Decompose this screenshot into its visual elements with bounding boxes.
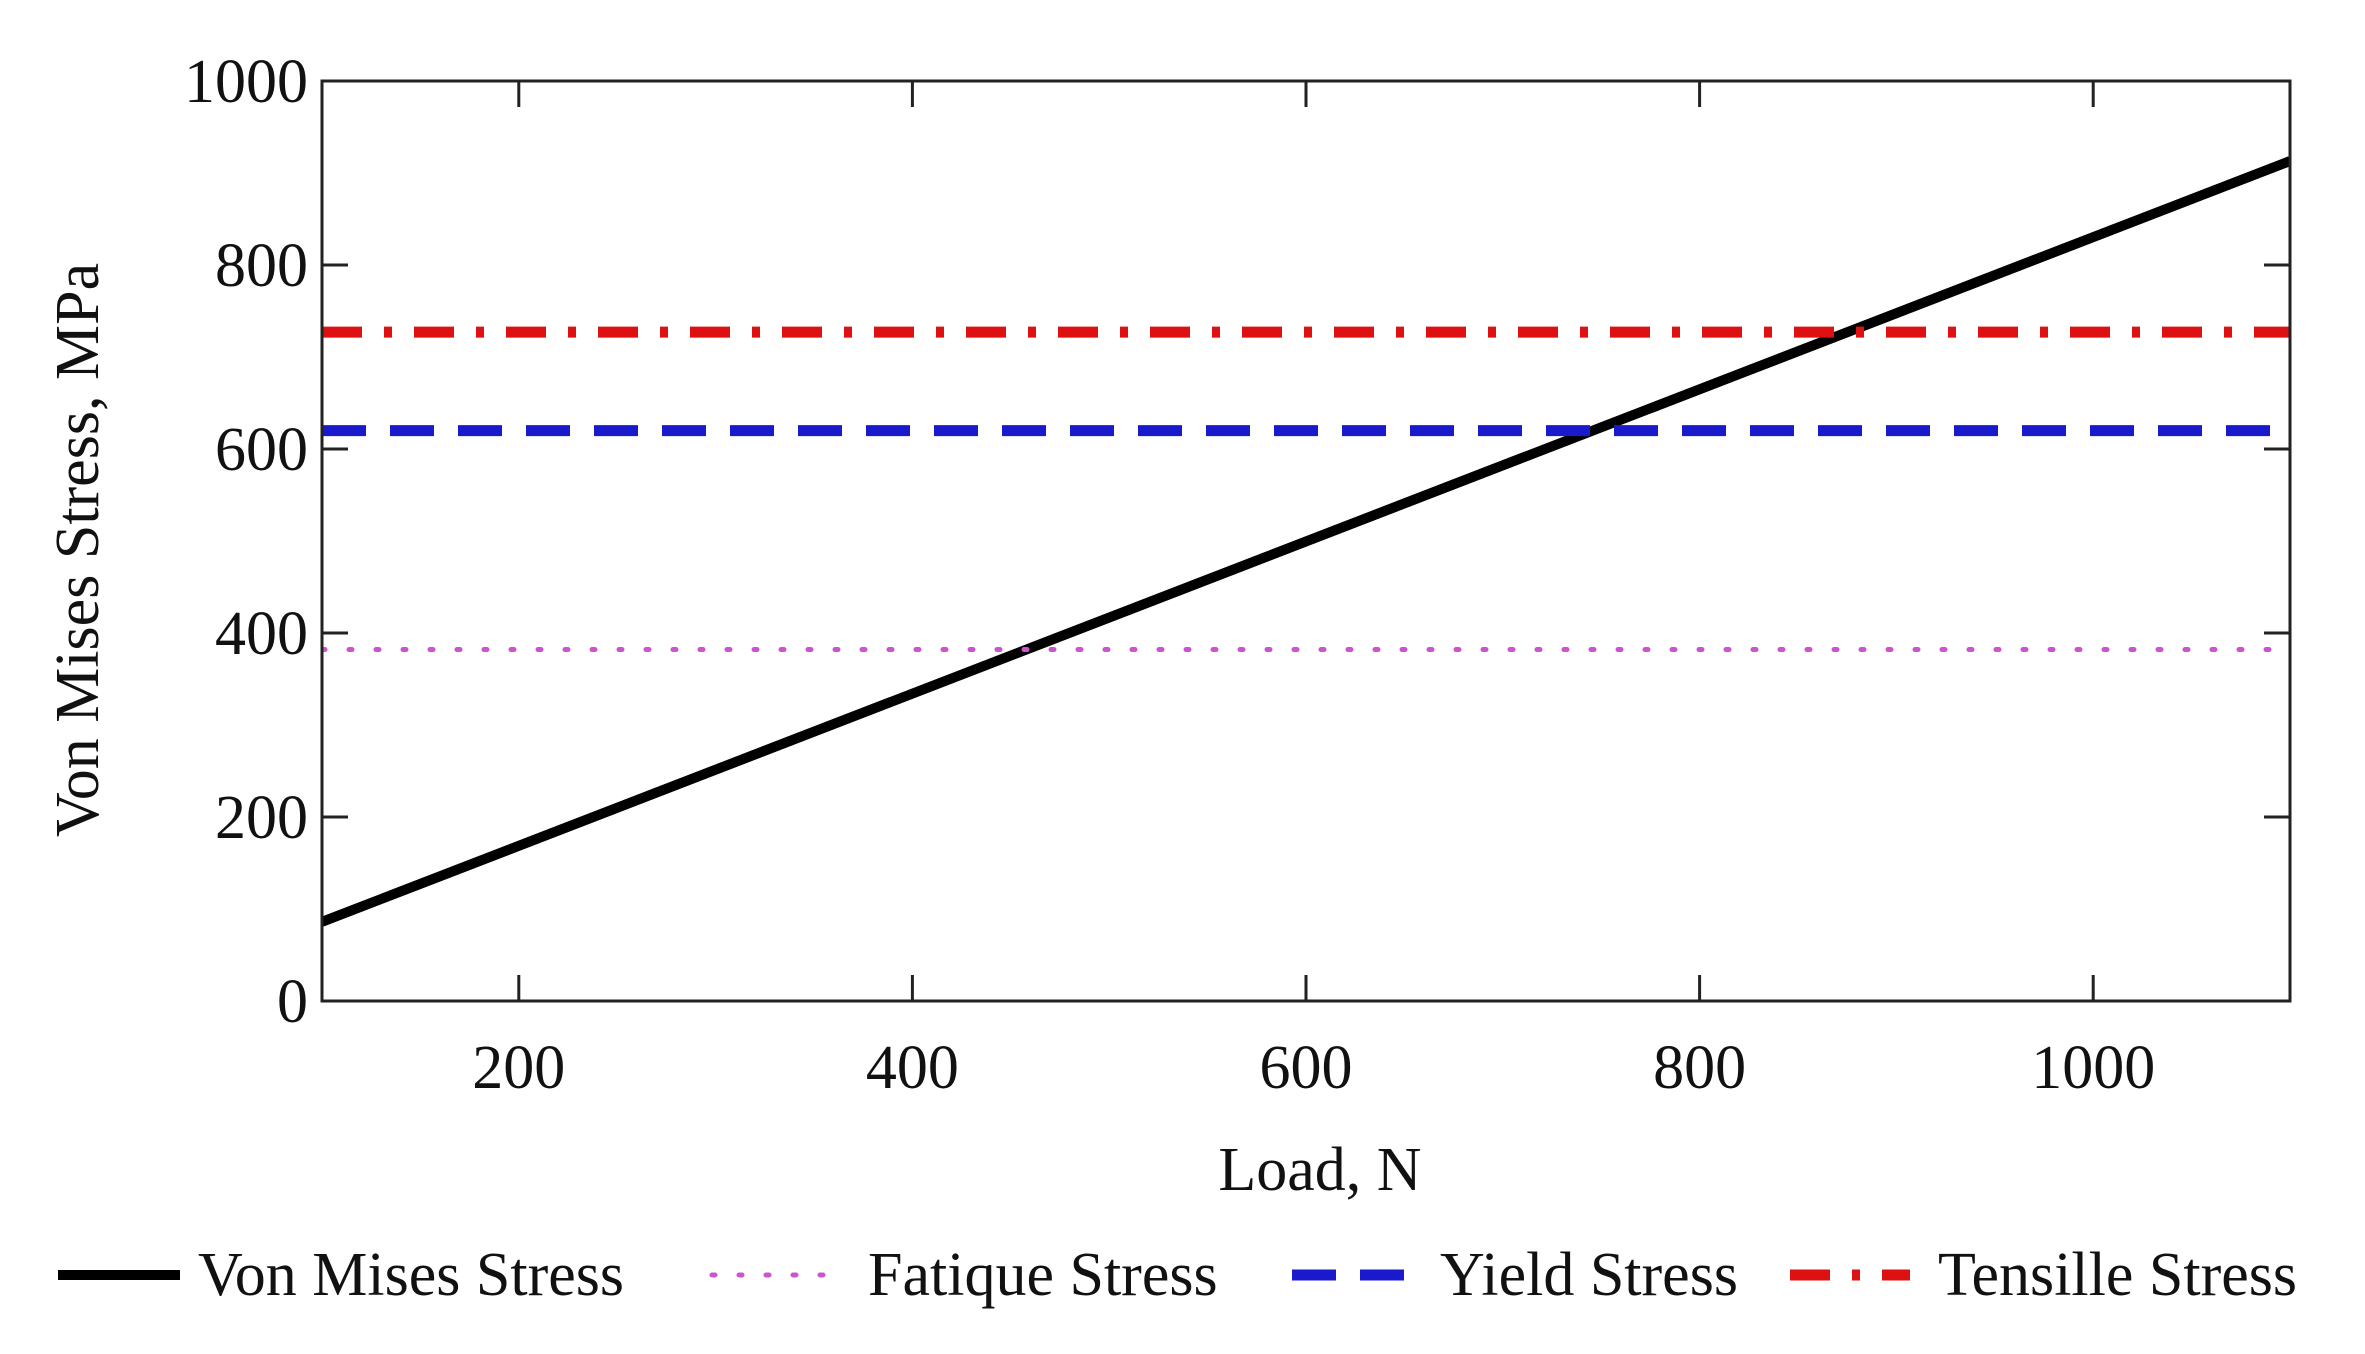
y-tick-label: 600 <box>215 416 308 484</box>
series-layer <box>322 156 2290 927</box>
x-tick-label: 1000 <box>2031 1034 2155 1102</box>
y-tick-label: 800 <box>215 232 308 300</box>
legend-label-3: Yield Stress <box>1440 1241 1738 1309</box>
x-tick-label: 200 <box>472 1034 565 1102</box>
x-tick-label: 600 <box>1260 1034 1353 1102</box>
legend-label-4: Tensille Stress <box>1938 1241 2297 1309</box>
y-tick-label: 0 <box>277 968 308 1036</box>
y-axis-title: Von Mises Stress, MPa <box>44 263 112 837</box>
x-axis-title: Load, N <box>1218 1136 1421 1204</box>
y-tick-label: 400 <box>215 600 308 668</box>
x-tick-label: 800 <box>1653 1034 1746 1102</box>
legend-label-2: Fatique Stress <box>868 1241 1218 1309</box>
y-tick-label: 200 <box>215 784 308 852</box>
legend: Von Mises Stress Fatique Stress Yield Stre… <box>58 1241 2297 1309</box>
y-tick-label: 1000 <box>184 48 308 116</box>
legend-label-1: Von Mises Stress <box>198 1241 624 1309</box>
series-line-1 <box>322 156 2290 927</box>
x-tick-label: 400 <box>866 1034 959 1102</box>
tick-layer: 200 400 600 800 1000 0 200 400 600 800 1000 <box>184 48 2290 1102</box>
